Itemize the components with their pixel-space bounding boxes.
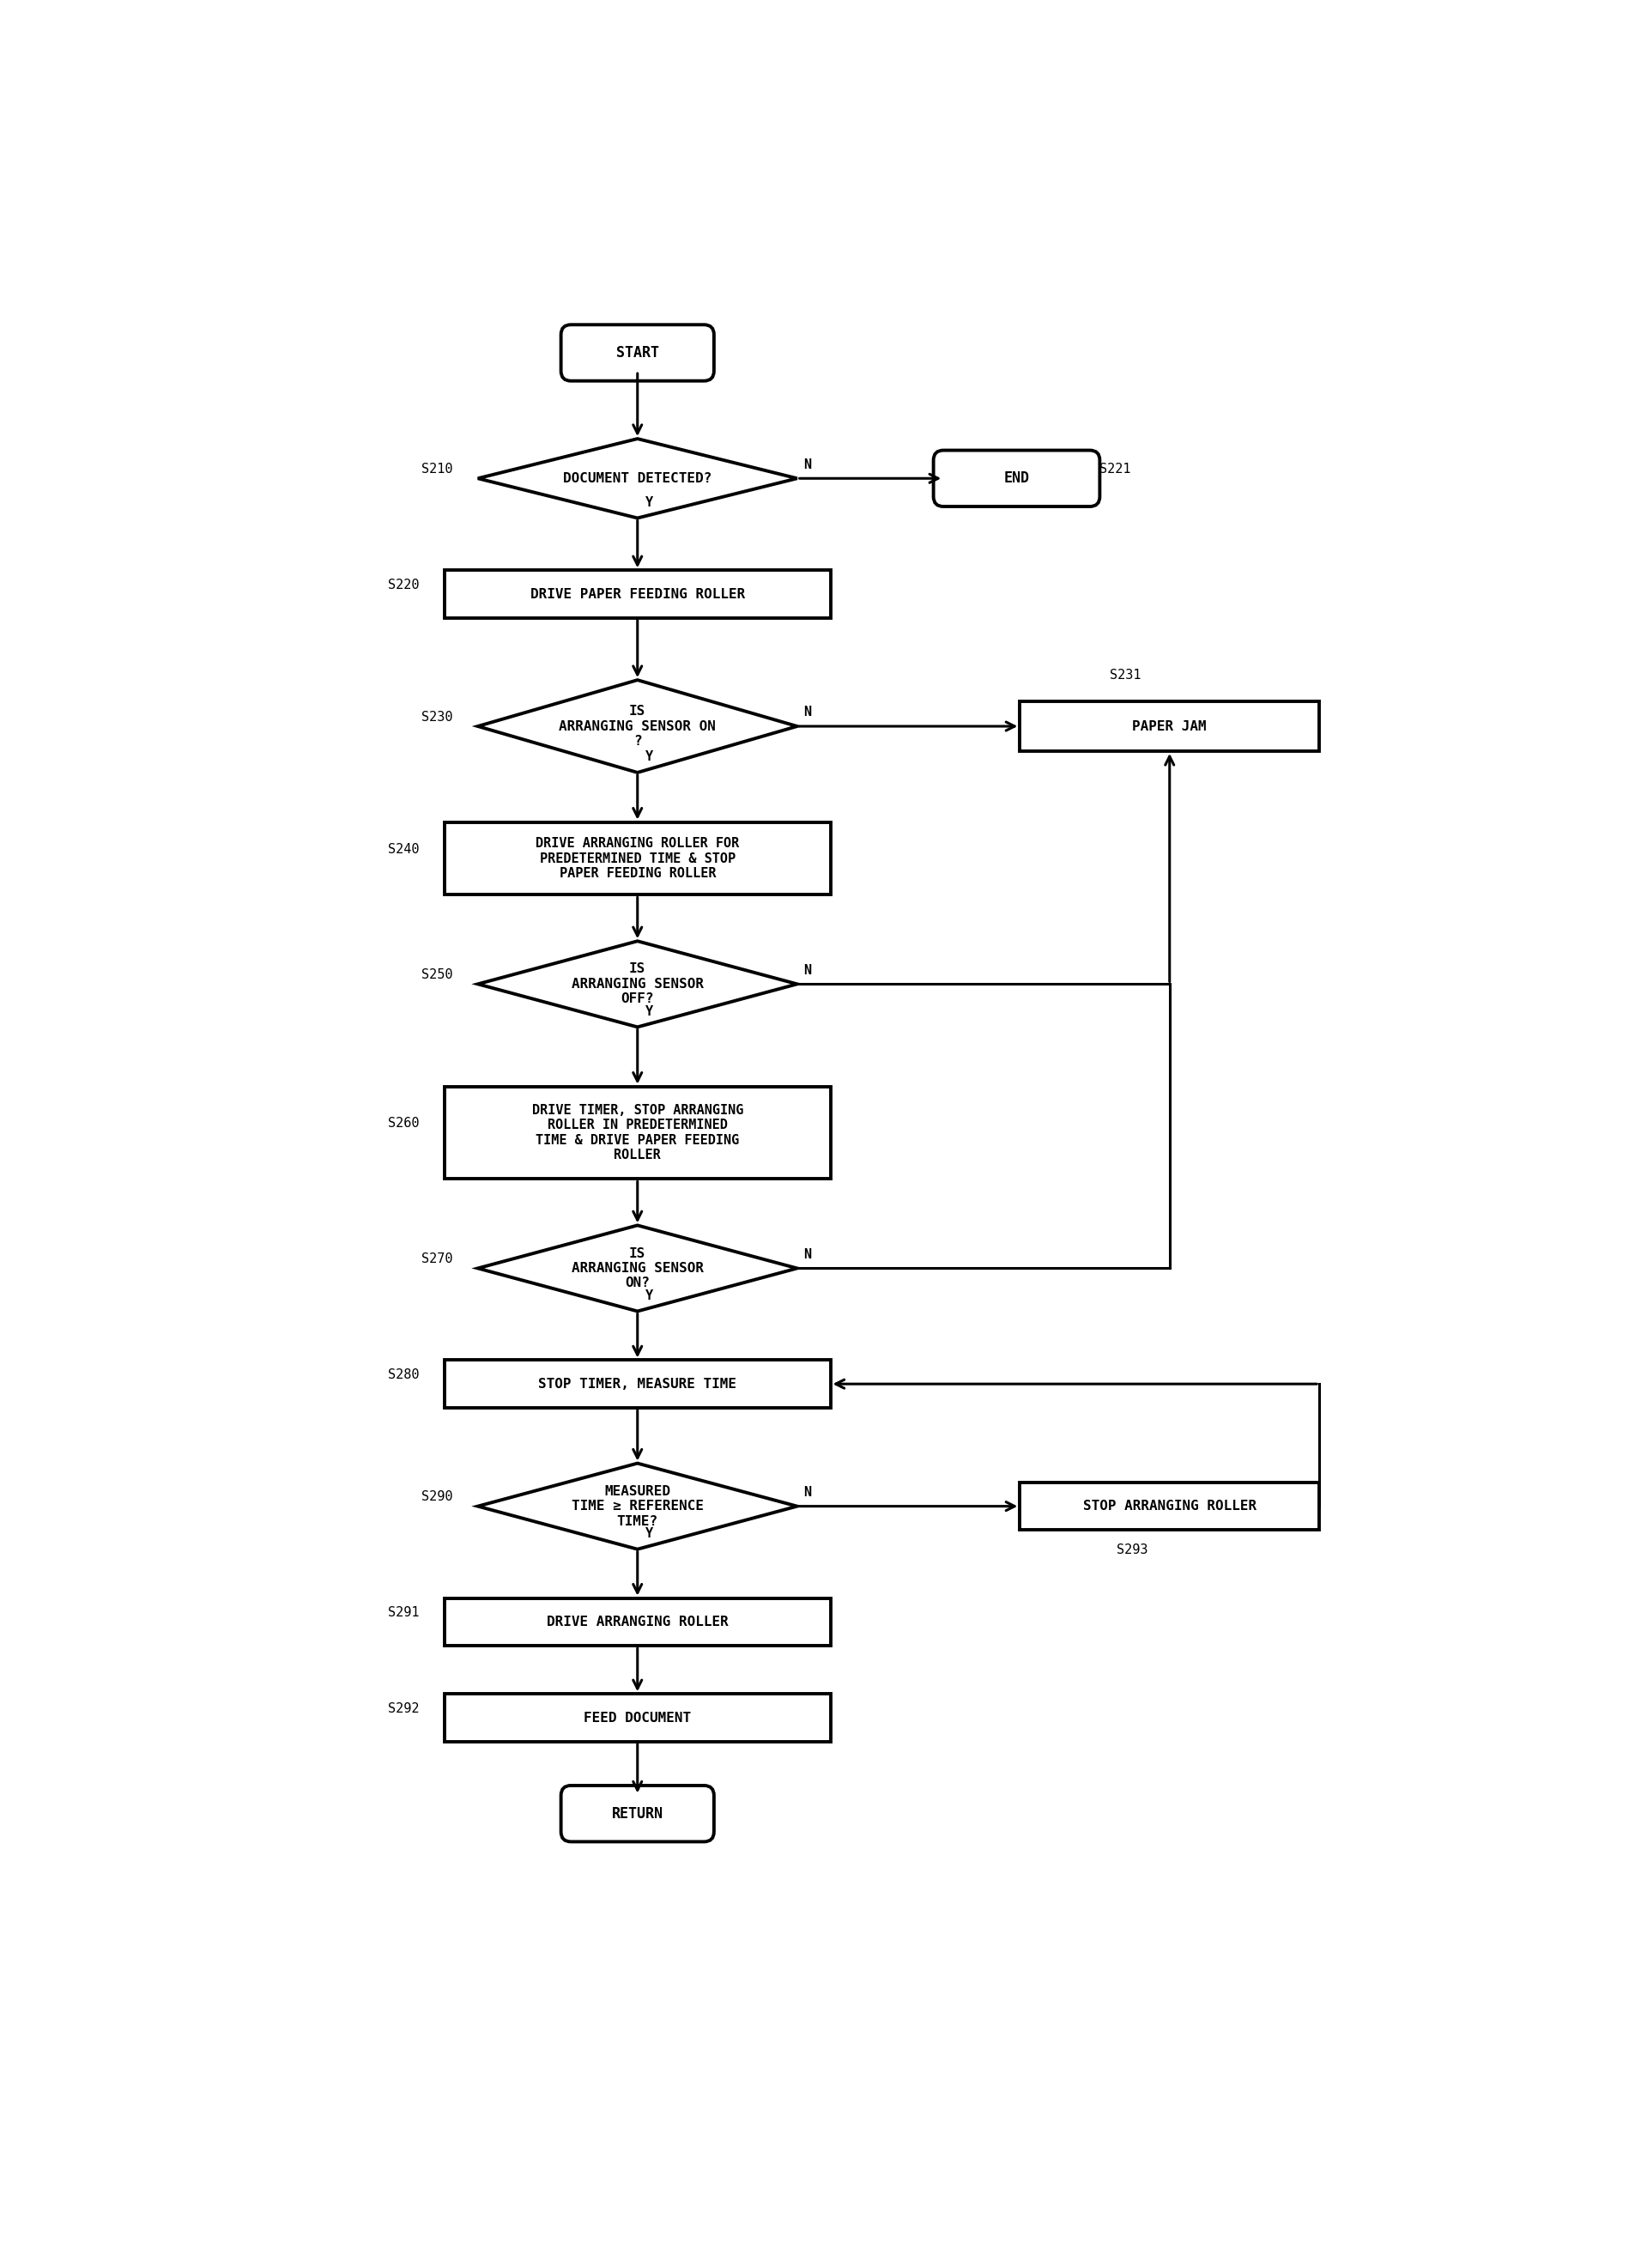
Bar — [445, 569, 830, 617]
Text: N: N — [804, 964, 812, 978]
Text: IS
ARRANGING SENSOR
ON?: IS ARRANGING SENSOR ON? — [571, 1247, 704, 1290]
Text: Y: Y — [645, 1288, 653, 1302]
Bar — [1021, 701, 1319, 751]
Text: START: START — [615, 345, 660, 361]
Text: S240: S240 — [387, 844, 420, 855]
Text: N: N — [804, 1247, 812, 1261]
Polygon shape — [478, 1463, 798, 1549]
Text: Y: Y — [645, 497, 653, 508]
Text: S291: S291 — [387, 1606, 420, 1619]
Text: DRIVE ARRANGING ROLLER FOR
PREDETERMINED TIME & STOP
PAPER FEEDING ROLLER: DRIVE ARRANGING ROLLER FOR PREDETERMINED… — [535, 837, 740, 880]
Text: STOP TIMER, MEASURE TIME: STOP TIMER, MEASURE TIME — [538, 1377, 737, 1390]
Bar — [445, 821, 830, 896]
Text: N: N — [804, 1486, 812, 1499]
FancyBboxPatch shape — [934, 451, 1099, 506]
Text: IS
ARRANGING SENSOR
OFF?: IS ARRANGING SENSOR OFF? — [571, 962, 704, 1005]
Text: S250: S250 — [422, 968, 453, 982]
Text: S293: S293 — [1116, 1545, 1147, 1556]
Bar — [1021, 1483, 1319, 1531]
Polygon shape — [478, 438, 798, 517]
Text: DRIVE ARRANGING ROLLER: DRIVE ARRANGING ROLLER — [546, 1615, 729, 1628]
Text: IS
ARRANGING SENSOR ON
?: IS ARRANGING SENSOR ON ? — [560, 705, 715, 748]
Text: S292: S292 — [387, 1703, 420, 1715]
Text: S231: S231 — [1109, 669, 1140, 680]
Text: END: END — [1004, 472, 1029, 485]
FancyBboxPatch shape — [561, 324, 714, 381]
Text: S221: S221 — [1099, 463, 1131, 476]
Polygon shape — [478, 941, 798, 1027]
Text: N: N — [804, 458, 812, 472]
Text: RETURN: RETURN — [612, 1805, 663, 1821]
Bar — [445, 1361, 830, 1408]
Polygon shape — [478, 1225, 798, 1311]
Text: FEED DOCUMENT: FEED DOCUMENT — [584, 1712, 691, 1724]
FancyBboxPatch shape — [561, 1785, 714, 1842]
Text: S220: S220 — [387, 578, 420, 592]
Bar — [445, 1599, 830, 1647]
Text: MEASURED
TIME ≥ REFERENCE
TIME?: MEASURED TIME ≥ REFERENCE TIME? — [571, 1486, 704, 1529]
Text: DRIVE TIMER, STOP ARRANGING
ROLLER IN PREDETERMINED
TIME & DRIVE PAPER FEEDING
R: DRIVE TIMER, STOP ARRANGING ROLLER IN PR… — [532, 1105, 743, 1161]
Text: S290: S290 — [422, 1490, 453, 1504]
Text: Y: Y — [645, 1526, 653, 1540]
Text: DOCUMENT DETECTED?: DOCUMENT DETECTED? — [563, 472, 712, 485]
Text: S260: S260 — [387, 1118, 420, 1129]
Text: Y: Y — [645, 1005, 653, 1018]
Text: S210: S210 — [422, 463, 453, 476]
Polygon shape — [478, 680, 798, 773]
Text: PAPER JAM: PAPER JAM — [1132, 719, 1206, 733]
Text: DRIVE PAPER FEEDING ROLLER: DRIVE PAPER FEEDING ROLLER — [530, 587, 745, 601]
Bar — [445, 1086, 830, 1179]
Text: STOP ARRANGING ROLLER: STOP ARRANGING ROLLER — [1083, 1499, 1257, 1513]
Text: N: N — [804, 705, 812, 719]
Text: Y: Y — [645, 751, 653, 764]
Text: S280: S280 — [387, 1368, 420, 1381]
Bar — [445, 1694, 830, 1742]
Text: S270: S270 — [422, 1252, 453, 1266]
Text: S230: S230 — [422, 710, 453, 723]
